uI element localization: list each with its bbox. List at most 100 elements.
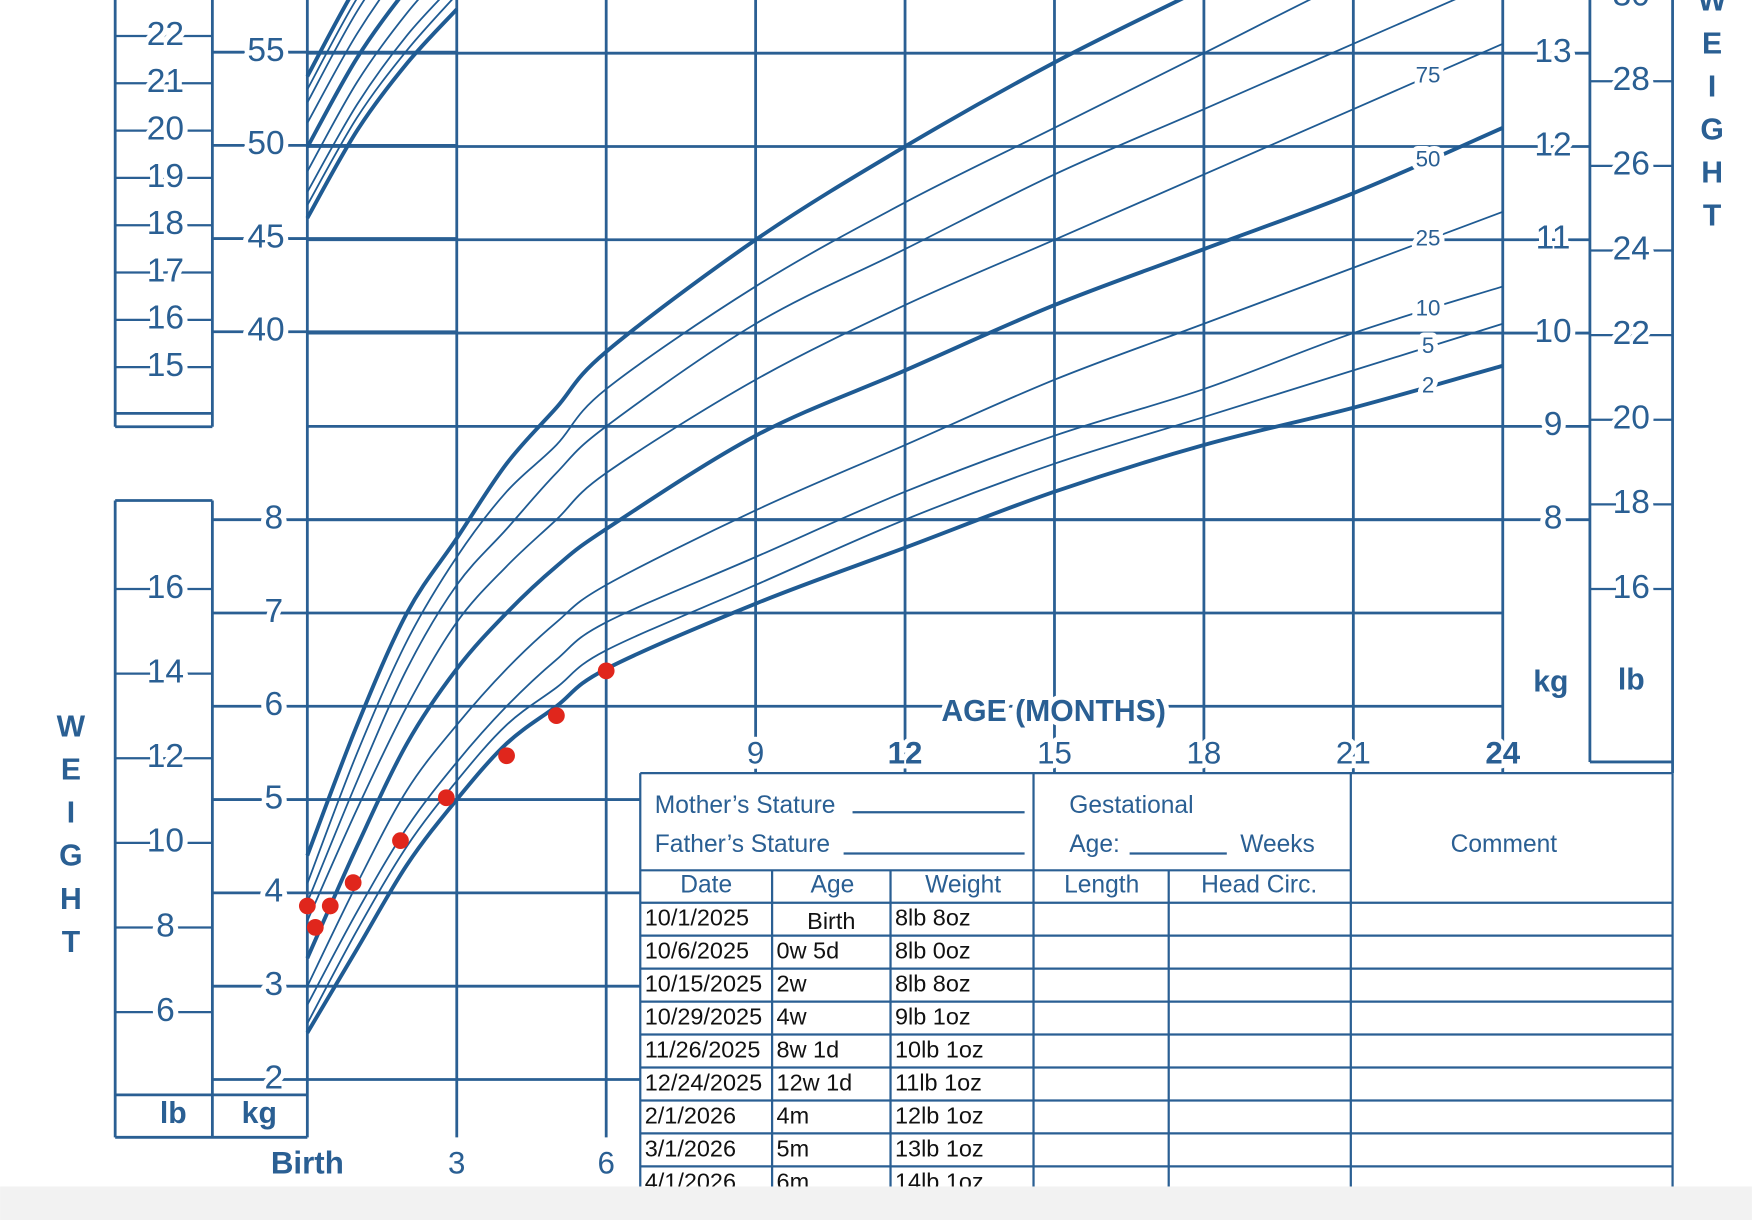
y-tick-label: 10 (1534, 313, 1571, 350)
y2-tick-label: 18 (1613, 484, 1650, 521)
x-tick-label: 9 (747, 736, 764, 771)
percentile-curve (305, 126, 1504, 959)
table-text: 12/24/2025 (645, 1069, 762, 1095)
measurement-point (344, 874, 362, 891)
table-text: Birth (807, 908, 855, 934)
measurement-point (498, 747, 515, 765)
percentile-label: 10 (1416, 296, 1441, 321)
y2-tick-label: 23 (147, 0, 184, 6)
y2-tick-label: 15 (147, 347, 184, 384)
table-text: Head Circ. (1201, 871, 1317, 898)
y-tick-label: 7 (265, 593, 284, 630)
percentile-label: 2 (1422, 373, 1434, 398)
y-tick-label: 55 (247, 32, 284, 69)
axis-frames (113, 0, 1674, 1139)
table-text: 4w (777, 1004, 807, 1030)
y-tick-label: 45 (247, 218, 284, 255)
percentile-curve (305, 7, 459, 220)
table-text: 12w 1d (777, 1069, 853, 1095)
measurement-point (548, 707, 565, 724)
y-tick-label: 3 (265, 966, 284, 1003)
table-text: Weight (925, 871, 1001, 898)
y-tick-label: 4 (265, 873, 284, 910)
measurement-point (392, 832, 409, 850)
percentile-curve (306, 0, 1312, 884)
y-tick-label: 5 (265, 779, 284, 816)
percentile-curve (306, 0, 381, 124)
y-axis-title: WEIGHT (1696, 0, 1729, 243)
y-tick-label: 11 (1536, 220, 1571, 257)
y2-tick-label: 26 (1613, 146, 1650, 183)
percentile-curve (305, 0, 1184, 857)
percentile-label: 25 (1416, 226, 1441, 251)
percentile-curve (306, 0, 420, 172)
y2-tick-label: 28 (1613, 61, 1650, 98)
percentile-curve (306, 322, 1504, 1024)
x-tick-label: 21 (1336, 736, 1371, 771)
y-tick-label: 9 (1544, 406, 1563, 443)
y2-tick-label: 21 (147, 63, 184, 100)
y2-tick-label: 12 (147, 738, 184, 775)
x-axis-title: AGE (MONTHS) (941, 695, 1165, 728)
percentile-label: 5 (1422, 333, 1434, 358)
table-text: Age (811, 871, 855, 898)
y2-tick-label: 16 (147, 569, 184, 606)
table-background (640, 773, 1673, 1220)
y2-tick-label: 8 (156, 907, 175, 944)
y-tick-label: 6 (265, 686, 284, 723)
percentile-curve (306, 0, 1456, 903)
y2-tick-label: 16 (147, 300, 184, 337)
percentile-curve (306, 0, 366, 103)
x-tick-label: 18 (1187, 736, 1222, 771)
y2-tick-label: 22 (147, 16, 184, 53)
table-text: Mother’s Stature (655, 792, 836, 819)
measurement-point (597, 662, 615, 680)
x-tick-label: Birth (271, 1146, 344, 1181)
percentile-curve (305, 0, 401, 149)
y2-tick-label: 22 (1613, 315, 1650, 352)
table-text: Father’s Stature (655, 831, 830, 858)
y-tick-label: 2 (265, 1059, 284, 1096)
table-text: 2/1/2026 (645, 1102, 736, 1128)
measurement-point (437, 789, 455, 807)
y2-tick-label: 20 (1613, 400, 1650, 437)
measurement-point (306, 919, 324, 936)
x-tick-label: 6 (597, 1146, 614, 1181)
x-tick-label: 15 (1037, 736, 1072, 771)
footer-strip (0, 1186, 1752, 1220)
y-axis-title: WEIGHT (54, 711, 87, 969)
y-unit: kg (242, 1097, 277, 1130)
percentile-curve (306, 0, 441, 193)
table-text: 10lb 1oz (895, 1037, 984, 1063)
y2-tick-label: 6 (156, 992, 175, 1029)
y-tick-label: 8 (265, 500, 284, 537)
y2-tick-label: 20 (147, 110, 184, 147)
percentile-curve (305, 0, 351, 78)
y2-tick-label: 14 (147, 653, 184, 690)
y2-tick-label: 16 (1613, 569, 1650, 606)
table-text: 10/29/2025 (645, 1004, 762, 1030)
table-text: Date (680, 871, 732, 898)
measurement-table: Mother’s Stature Father’s Stature Gestatio… (639, 771, 1674, 1220)
table-text: Gestational (1069, 792, 1193, 819)
table-text: 11lb 1oz (895, 1069, 982, 1095)
y2-unit: lb (160, 1097, 187, 1130)
y-unit: kg (1533, 666, 1568, 699)
table-text: 4m (777, 1102, 810, 1128)
y-tick-label: 50 (247, 125, 284, 162)
table-text: 0w 5d (777, 938, 840, 964)
table-text: 8lb 8oz (895, 905, 971, 931)
x-tick-label: 12 (888, 736, 923, 771)
y2-tick-label: 17 (147, 252, 184, 289)
y2-tick-label: 10 (147, 823, 184, 860)
percentile-label: 50 (1416, 146, 1441, 171)
curves (298, 0, 1504, 1034)
percentile-curve (306, 43, 1504, 922)
table-text: 10/1/2025 (645, 905, 749, 931)
percentile-curve (306, 285, 1504, 1006)
percentile-label: 75 (1416, 62, 1441, 87)
table-text: Length (1064, 871, 1139, 898)
y-tick-label: 13 (1534, 33, 1571, 70)
y-tick-label: 40 (247, 312, 284, 349)
